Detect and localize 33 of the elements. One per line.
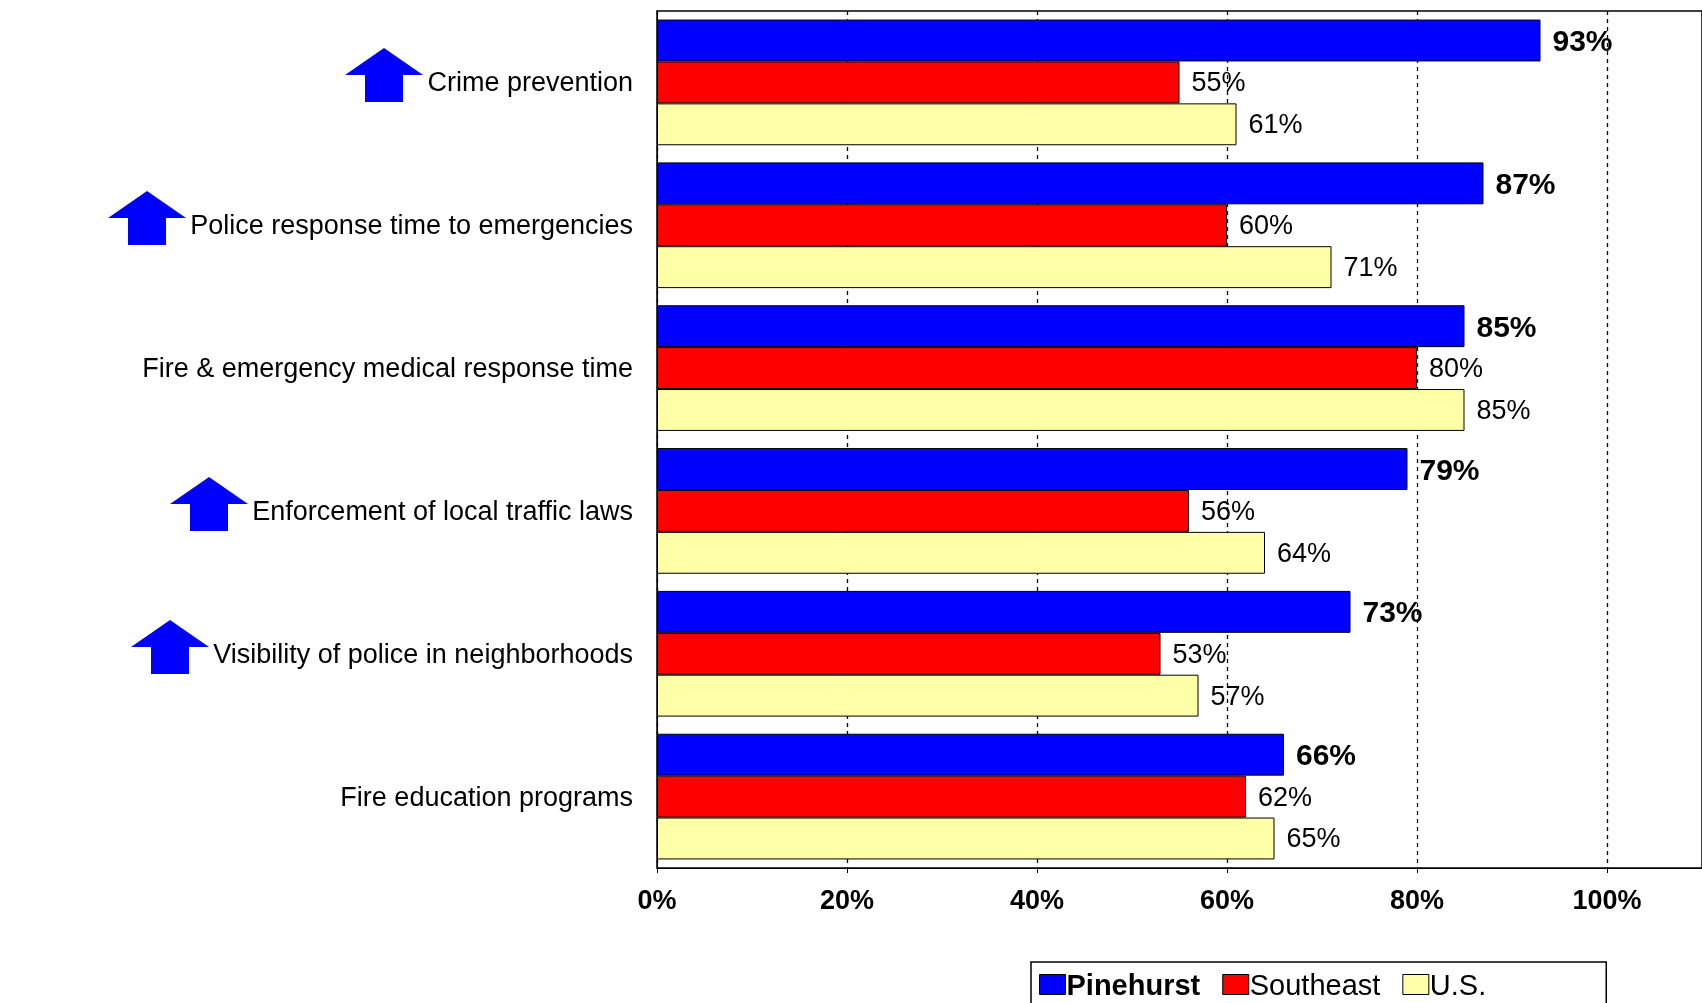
data-label: 62% [1258,781,1313,812]
y-tick-label: Fire education programs [340,781,633,812]
x-tick-label: 20% [819,884,875,915]
x-tick-label: 0% [637,884,677,915]
data-label: 87% [1495,166,1556,200]
data-label: 85% [1476,309,1537,343]
data-label: 66% [1296,738,1357,772]
x-tick-label: 60% [1199,884,1255,915]
y-tick-label: Enforcement of local traffic laws [252,495,633,526]
data-label: 60% [1239,210,1294,241]
y-tick-label: Police response time to emergencies [190,210,633,241]
data-label: 64% [1277,537,1332,568]
data-label: 65% [1286,823,1341,854]
data-label: 71% [1343,252,1398,283]
data-label: 55% [1191,67,1246,98]
y-tick-label: Visibility of police in neighborhoods [213,638,633,669]
x-tick-label: 100% [1572,884,1642,915]
data-label: 57% [1210,680,1265,711]
y-tick-label: Crime prevention [427,67,633,98]
data-label: 56% [1201,495,1256,526]
data-label: 85% [1476,394,1531,425]
data-label: 73% [1362,595,1423,629]
data-label: 61% [1248,109,1303,140]
x-tick-label: 80% [1389,884,1445,915]
y-tick-label: Fire & emergency medical response time [142,353,633,384]
legend-label: Pinehurst [1066,968,1201,1001]
data-label: 80% [1429,353,1484,384]
legend-label: U.S. [1429,968,1487,1001]
legend-label: Southeast [1249,968,1381,1001]
data-label: 93% [1552,24,1613,58]
data-label: 53% [1172,638,1227,669]
x-tick-label: 40% [1009,884,1065,915]
data-label: 79% [1419,452,1480,486]
